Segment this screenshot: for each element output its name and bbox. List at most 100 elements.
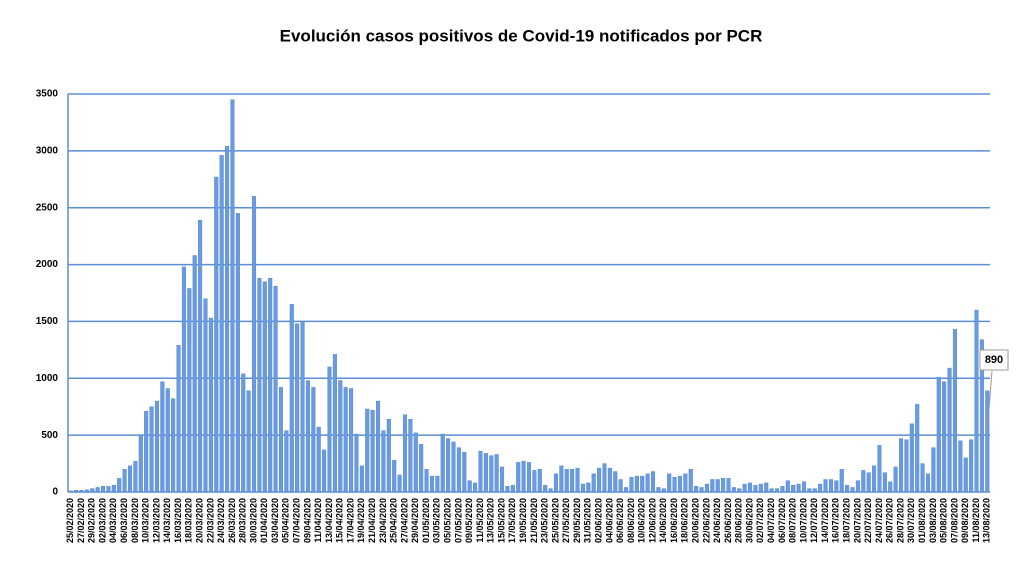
y-tick-label: 500: [41, 430, 58, 441]
bar: [187, 288, 192, 493]
x-tick-label: 25/04/2020: [389, 498, 399, 543]
x-tick-label: 14/06/2020: [658, 498, 668, 543]
bar: [564, 469, 569, 493]
x-tick-label: 07/05/2020: [453, 498, 463, 543]
bar: [780, 486, 785, 493]
bar: [230, 99, 235, 493]
bar: [872, 465, 877, 493]
bar: [597, 467, 602, 493]
bar: [855, 480, 860, 493]
bar: [742, 483, 747, 493]
x-tick-label: 12/06/2020: [647, 498, 657, 543]
bar: [349, 388, 354, 493]
bar: [974, 309, 979, 493]
y-tick-label: 1500: [36, 316, 59, 327]
bar: [753, 484, 758, 493]
bar: [850, 487, 855, 493]
bar: [138, 434, 143, 493]
bar: [888, 481, 893, 493]
bar: [338, 380, 343, 493]
bar: [672, 477, 677, 493]
bar: [580, 483, 585, 493]
x-tick-label: 16/07/2020: [831, 498, 841, 543]
x-tick-label: 08/03/2020: [130, 498, 140, 543]
x-tick-label: 08/07/2020: [788, 498, 798, 543]
bar: [203, 298, 208, 493]
bar: [160, 381, 165, 493]
bar: [915, 404, 920, 493]
x-tick-label: 06/07/2020: [777, 498, 787, 543]
x-tick-label: 16/06/2020: [669, 498, 679, 543]
bar: [812, 488, 817, 493]
bar: [149, 406, 154, 493]
x-tick-label: 07/04/2020: [292, 498, 302, 543]
bar: [214, 176, 219, 493]
x-tick-label: 16/03/2020: [173, 498, 183, 543]
x-tick-label: 26/06/2020: [723, 498, 733, 543]
bar: [553, 473, 558, 493]
x-tick-label: 17/04/2020: [345, 498, 355, 543]
y-tick-label: 2000: [36, 259, 59, 270]
x-tick-label: 24/07/2020: [874, 498, 884, 543]
bar: [127, 465, 133, 493]
bar: [467, 480, 472, 493]
x-tick-label: 25/02/2020: [65, 498, 75, 543]
bar: [807, 488, 812, 493]
y-tick-label: 3500: [36, 89, 59, 100]
bar: [650, 471, 656, 493]
bar: [602, 463, 607, 493]
x-tick-label: 02/03/2020: [97, 498, 107, 543]
x-tick-label: 13/05/2020: [486, 498, 496, 543]
bar: [624, 487, 629, 493]
y-tick-label: 1000: [36, 373, 59, 384]
bar: [952, 329, 957, 493]
bar: [634, 475, 639, 493]
bar: [192, 255, 197, 493]
bar: [758, 483, 763, 493]
bar: [451, 441, 456, 493]
bar: [300, 321, 305, 493]
bar: [235, 213, 240, 493]
x-tick-label: 29/04/2020: [410, 498, 420, 543]
bar: [909, 423, 914, 493]
bar: [640, 475, 645, 493]
bar: [607, 467, 612, 493]
x-tick-label: 15/05/2020: [496, 498, 506, 543]
bar: [683, 473, 688, 493]
x-tick-label: 08/06/2020: [626, 498, 636, 543]
bar: [257, 278, 262, 493]
bar: [359, 465, 364, 493]
x-tick-label: 14/03/2020: [162, 498, 172, 543]
bar: [225, 146, 230, 493]
x-tick-label: 23/05/2020: [540, 498, 550, 543]
bar: [456, 447, 461, 493]
x-tick-label: 01/04/2020: [259, 498, 269, 543]
bar: [176, 345, 181, 493]
x-tick-label: 11/04/2020: [313, 498, 323, 543]
bar: [861, 470, 866, 493]
bar: [241, 373, 246, 493]
y-tick-label: 3000: [36, 145, 59, 156]
bar: [543, 484, 548, 493]
bar: [370, 409, 375, 493]
x-tick-label: 30/07/2020: [906, 498, 916, 543]
bar: [764, 482, 769, 493]
bar: [694, 486, 699, 493]
x-tick-label: 26/03/2020: [227, 498, 237, 543]
x-tick-label: 22/03/2020: [205, 498, 215, 543]
bar: [381, 430, 386, 493]
x-tick-label: 20/07/2020: [852, 498, 862, 543]
bar: [656, 487, 661, 493]
x-tick-label: 29/05/2020: [572, 498, 582, 543]
x-tick-label: 09/05/2020: [464, 498, 474, 543]
bar: [408, 419, 413, 493]
bar: [537, 469, 542, 493]
bar: [715, 479, 720, 493]
bar: [429, 475, 434, 493]
x-tick-label: 04/06/2020: [604, 498, 614, 543]
bar: [877, 445, 882, 493]
bar: [936, 376, 941, 493]
bar: [311, 387, 316, 493]
bar: [699, 487, 704, 493]
x-tick-label: 18/06/2020: [680, 498, 690, 543]
